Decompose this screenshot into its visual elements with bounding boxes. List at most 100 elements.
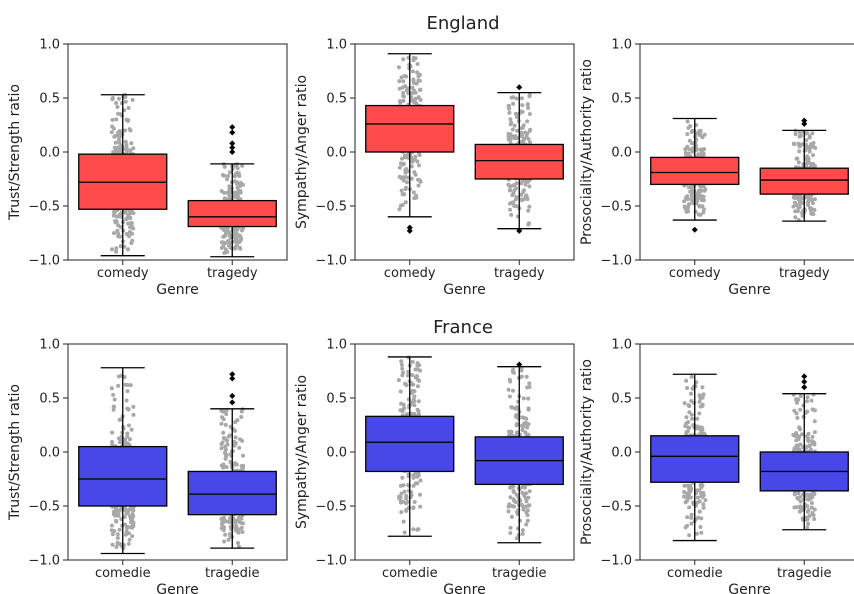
jitter-point: [125, 119, 130, 123]
jitter-point: [412, 403, 417, 408]
jitter-point: [112, 231, 116, 236]
jitter-point: [519, 134, 524, 139]
y-tick-label: 1.0: [326, 38, 347, 53]
jitter-point: [124, 398, 129, 403]
jitter-point: [232, 442, 237, 446]
jitter-point: [804, 194, 809, 199]
jitter-point: [695, 199, 700, 204]
jitter-point: [795, 400, 799, 405]
jitter-point: [110, 532, 115, 537]
jitter-point: [508, 531, 513, 535]
jitter-point: [806, 203, 811, 207]
box-group-comedy: [365, 53, 455, 234]
row-title-france: France: [433, 317, 493, 338]
jitter-point: [509, 212, 514, 217]
outlier-marker: [229, 140, 236, 147]
jitter-point: [116, 383, 121, 388]
outlier-marker: [801, 373, 808, 380]
jitter-point: [235, 185, 240, 190]
jitter-point: [221, 234, 226, 239]
jitter-point: [116, 96, 121, 101]
jitter-point: [701, 505, 706, 510]
jitter-point: [685, 206, 690, 211]
jitter-point: [117, 140, 122, 145]
jitter-point: [807, 513, 812, 518]
jitter-point: [109, 386, 114, 391]
jitter-point: [400, 366, 405, 371]
jitter-point: [405, 500, 410, 504]
jitter-point: [795, 156, 800, 161]
jitter-point: [415, 384, 420, 389]
jitter-point: [401, 161, 406, 166]
jitter-point: [402, 489, 407, 494]
box-iqr: [650, 156, 740, 186]
jitter-point: [514, 536, 519, 541]
jitter-point: [404, 508, 409, 513]
jitter-point: [398, 483, 403, 488]
jitter-point: [685, 132, 690, 137]
jitter-point: [411, 473, 416, 478]
jitter-point: [409, 164, 414, 169]
jitter-point: [234, 243, 239, 247]
jitter-point: [800, 142, 805, 147]
jitter-point: [685, 197, 690, 201]
jitter-point: [411, 58, 416, 63]
x-tick-label: tragedie: [777, 566, 832, 581]
box-group-comedie: [78, 367, 168, 555]
jitter-point: [400, 203, 405, 207]
jitter-point: [123, 210, 128, 215]
jitter-point: [810, 131, 815, 136]
jitter-point: [797, 505, 802, 510]
jitter-point: [414, 374, 419, 378]
jitter-point: [510, 134, 515, 139]
jitter-point: [114, 147, 118, 152]
jitter-point: [682, 494, 686, 499]
jitter-point: [684, 378, 689, 383]
jitter-point: [522, 415, 527, 420]
outlier-marker: [516, 84, 523, 91]
jitter-point: [698, 133, 703, 138]
jitter-point: [236, 191, 241, 196]
jitter-point: [682, 204, 687, 209]
jitter-point: [507, 503, 511, 508]
jitter-point: [415, 159, 420, 164]
jitter-point: [126, 212, 131, 217]
box-iqr: [365, 415, 455, 473]
jitter-point: [686, 125, 691, 130]
jitter-point: [397, 165, 402, 170]
jitter-point: [519, 130, 524, 135]
jitter-point: [405, 86, 410, 91]
jitter-point: [526, 137, 531, 141]
y-axis-label: Trust/Strength ratio: [7, 84, 23, 221]
jitter-point: [405, 180, 409, 185]
jitter-point: [228, 459, 233, 464]
jitter-point: [796, 205, 801, 210]
jitter-point: [805, 517, 810, 522]
jitter-point: [238, 246, 243, 251]
jitter-point: [810, 434, 815, 439]
jitter-point: [125, 524, 130, 529]
jitter-point: [791, 204, 796, 209]
jitter-point: [811, 162, 816, 167]
jitter-point: [519, 181, 524, 186]
jitter-point: [687, 533, 692, 538]
panel-4: −1.0 −0.5 0.0 0.5 1.0 Trust/Strength ratio Gen…: [7, 338, 288, 594]
jitter-point: [697, 399, 702, 404]
jitter-point: [410, 91, 414, 96]
jitter-point: [796, 496, 800, 501]
jitter-point: [131, 412, 136, 417]
jitter-point: [126, 423, 131, 428]
jitter-point: [226, 537, 231, 542]
jitter-point: [412, 170, 417, 175]
jitter-point: [805, 399, 809, 404]
jitter-point: [127, 537, 132, 542]
jitter-point: [686, 493, 690, 498]
x-tick-label: comedie: [382, 566, 438, 581]
jitter-point: [110, 542, 115, 547]
jitter-point: [221, 465, 226, 470]
jitter-point: [519, 368, 524, 373]
jitter-point: [226, 434, 231, 439]
outlier-marker: [801, 384, 808, 391]
jitter-point: [116, 374, 121, 379]
box-iqr: [650, 435, 740, 483]
